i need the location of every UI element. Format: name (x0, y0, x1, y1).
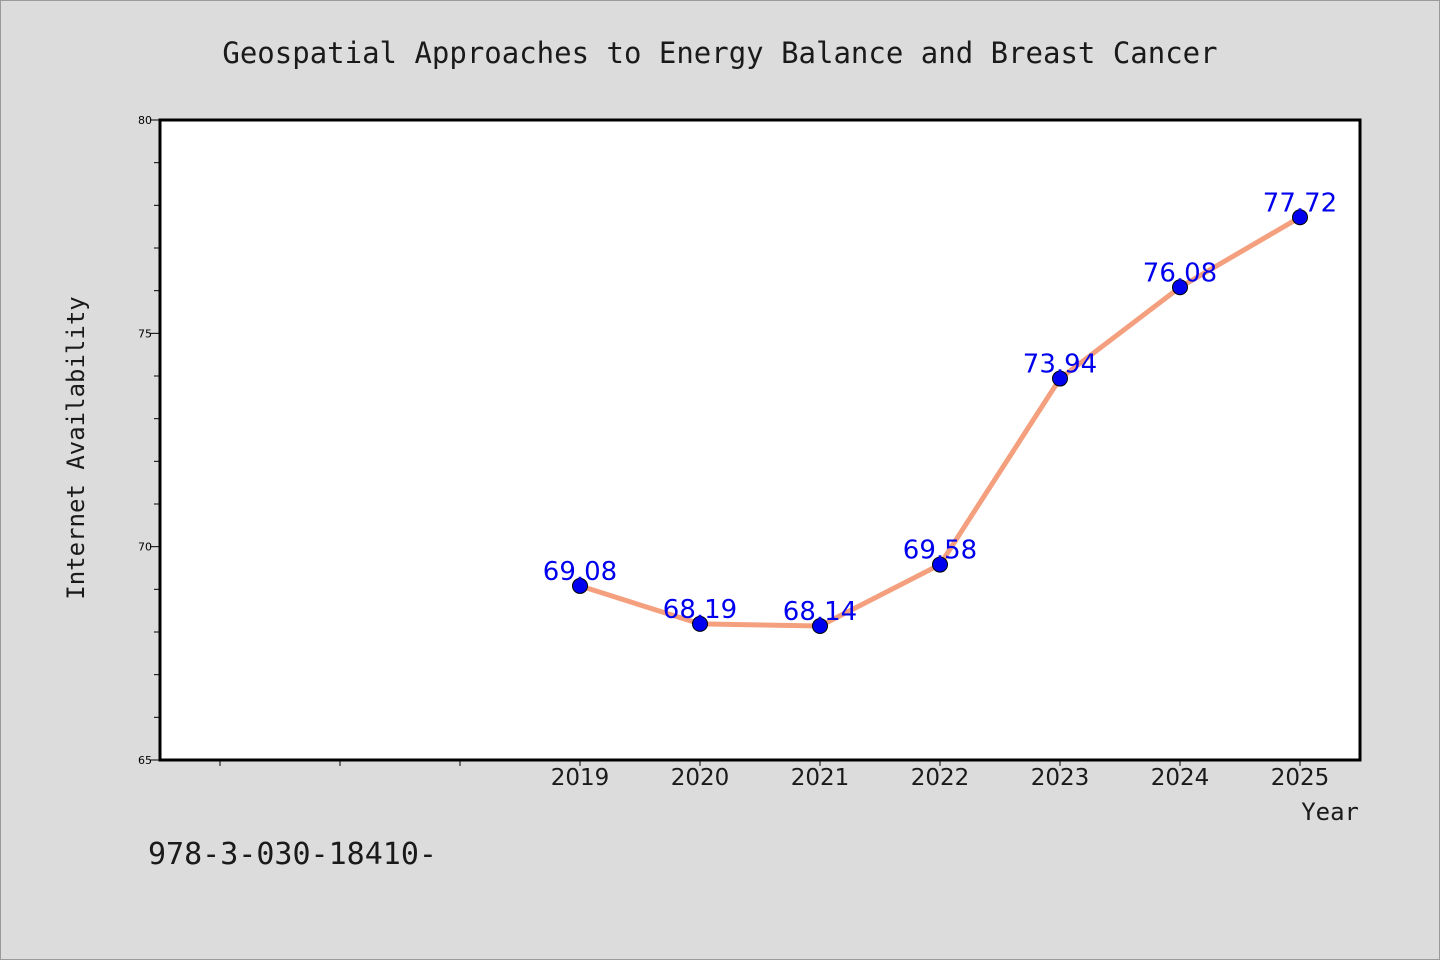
x-tick-label: 2023 (1031, 765, 1090, 791)
data-label: 69.58 (903, 536, 977, 566)
x-tick-label: 2020 (671, 765, 730, 791)
y-tick-label: 70 (138, 541, 152, 554)
footnote-isbn: 978-3-030-18410- (148, 837, 437, 872)
x-tick-label: 2019 (551, 765, 610, 791)
data-point-marker (812, 618, 828, 635)
data-series: 69.08 68.19 68.14 69.58 73.94 76.08 77.72 (543, 188, 1337, 635)
data-point-marker (1052, 370, 1068, 387)
y-tick-label: 65 (138, 754, 152, 767)
y-axis-ticks: 65 70 75 80 (138, 114, 160, 767)
x-tick-label: 2025 (1271, 765, 1330, 791)
plot-area (158, 118, 1362, 762)
data-label: 68.14 (783, 597, 857, 627)
x-axis-label: Year (1301, 798, 1359, 826)
y-axis-label: Internet Availability (62, 296, 90, 599)
data-point-marker (1292, 209, 1308, 226)
data-label: 69.08 (543, 557, 617, 587)
data-label: 73.94 (1023, 350, 1097, 380)
x-axis-ticks: 2019 2020 2021 2022 2023 2024 2025 (219, 760, 1330, 791)
data-point-marker (932, 556, 948, 573)
x-tick-label: 2022 (911, 765, 970, 791)
data-point-marker (692, 615, 708, 632)
y-tick-label: 80 (138, 114, 152, 127)
data-label: 76.08 (1143, 258, 1217, 288)
data-point-marker (572, 577, 588, 594)
data-point-marker (1172, 279, 1188, 296)
data-label: 77.72 (1263, 188, 1337, 218)
y-tick-label: 75 (138, 327, 152, 340)
data-label: 68.19 (663, 595, 737, 625)
x-tick-label: 2024 (1151, 765, 1210, 791)
chart-title: Geospatial Approaches to Energy Balance … (222, 36, 1217, 70)
x-tick-label: 2021 (791, 765, 850, 791)
